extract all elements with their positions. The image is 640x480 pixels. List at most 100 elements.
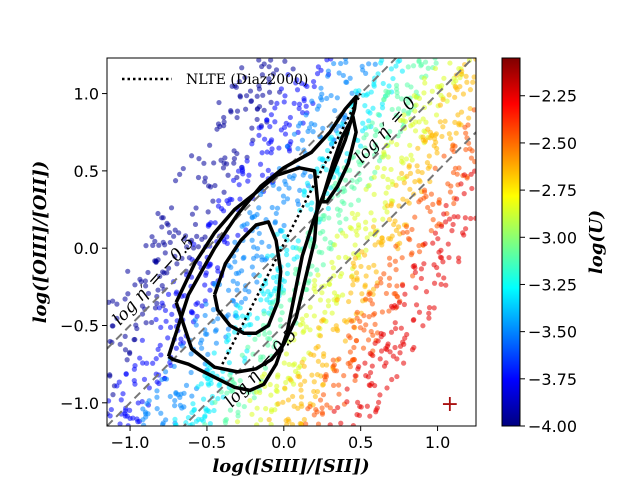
scatter-point	[430, 217, 436, 223]
colorbar-ticks: −4.00 −3.75 −3.50 −3.25 −3.00 −2.75 −2.50 −2.25	[520, 87, 577, 436]
scatter-point	[299, 316, 305, 322]
scatter-point	[464, 79, 470, 85]
scatter-point	[150, 242, 156, 248]
scatter-point	[463, 130, 469, 136]
scatter-point	[258, 417, 264, 423]
scatter-point	[259, 172, 266, 178]
x-tick-label: 0.0	[271, 433, 296, 452]
scatter-point	[203, 301, 209, 307]
scatter-point	[160, 422, 166, 426]
scatter-point	[110, 392, 116, 398]
scatter-point	[424, 160, 431, 166]
scatter-point	[370, 224, 377, 230]
scatter-point	[215, 203, 222, 209]
scatter-point	[261, 136, 268, 142]
scatter-point	[287, 377, 294, 383]
scatter-point	[124, 357, 130, 363]
scatter-point	[392, 258, 398, 264]
scatter-point	[441, 211, 447, 217]
scatter-point	[372, 321, 378, 327]
scatter-point	[434, 84, 441, 90]
scatter-point	[212, 182, 218, 189]
scatter-point	[334, 297, 340, 303]
scatter-point	[275, 401, 281, 407]
scatter-point	[108, 406, 114, 413]
scatter-point	[469, 185, 475, 192]
scatter-point	[431, 305, 437, 311]
scatter-point	[460, 91, 467, 97]
scatter-point	[234, 281, 241, 287]
scatter-point	[299, 137, 306, 143]
scatter-point	[441, 75, 447, 81]
scatter-point	[234, 108, 241, 114]
scatter-point	[122, 333, 128, 339]
scatter-point	[221, 114, 227, 121]
scatter-point	[368, 328, 374, 335]
scatter-point	[311, 83, 317, 90]
scatter-point	[190, 310, 196, 316]
scatter-point	[274, 388, 280, 394]
scatter-point	[439, 83, 445, 89]
scatter-point	[303, 312, 310, 319]
scatter-point	[378, 330, 384, 337]
scatter-point	[441, 153, 447, 159]
scatter-point	[256, 58, 262, 63]
scatter-point	[231, 177, 237, 183]
scatter-point	[372, 340, 378, 346]
scatter-point	[407, 186, 413, 192]
scatter-point	[278, 303, 284, 309]
scatter-point	[386, 275, 393, 281]
scatter-point	[446, 216, 453, 222]
scatter-point	[312, 282, 318, 288]
scatter-point	[195, 300, 201, 306]
scatter-point	[340, 292, 346, 298]
scatter-point	[463, 73, 469, 79]
scatter-point	[188, 237, 195, 243]
scatter-point	[468, 215, 474, 222]
scatter-point	[367, 350, 373, 357]
scatter-point	[281, 222, 287, 229]
scatter-point	[413, 285, 419, 291]
scatter-point	[443, 219, 449, 225]
scatter-point	[338, 420, 344, 426]
scatter-point	[458, 122, 464, 128]
scatter-point	[286, 185, 292, 191]
colorbar-tick-label: −3.25	[528, 275, 577, 294]
scatter-point	[381, 165, 387, 172]
scatter-point	[354, 232, 360, 238]
scatter-point	[440, 124, 446, 130]
scatter-point	[231, 148, 237, 154]
scatter-point	[139, 337, 145, 343]
scatter-point	[360, 120, 366, 126]
scatter-point	[256, 86, 263, 92]
scatter-point	[411, 317, 417, 323]
scatter-point	[425, 126, 431, 132]
scatter-point	[168, 205, 175, 211]
scatter-point	[132, 336, 138, 343]
scatter-point	[392, 344, 398, 351]
scatter-point	[143, 320, 149, 326]
scatter-point	[181, 293, 188, 299]
scatter-point	[366, 124, 372, 130]
scatter-point	[246, 172, 252, 178]
scatter-point	[249, 215, 255, 221]
scatter-point	[388, 303, 395, 309]
scatter-point	[423, 193, 429, 200]
scatter-point	[311, 412, 317, 418]
scatter-point	[159, 224, 165, 230]
scatter-point	[325, 68, 331, 74]
scatter-point	[305, 280, 311, 286]
scatter-point	[268, 137, 275, 143]
scatter-point	[418, 275, 424, 282]
scatter-point	[318, 85, 324, 91]
scatter-point	[443, 282, 449, 288]
scatter-point	[327, 422, 333, 426]
scatter-point	[410, 121, 416, 128]
x-tick-label: −1.0	[111, 433, 150, 452]
scatter-point	[434, 223, 440, 229]
scatter-point	[306, 125, 313, 131]
scatter-point	[378, 348, 385, 354]
scatter-point	[301, 98, 307, 104]
scatter-point	[159, 269, 166, 275]
scatter-point	[409, 250, 415, 256]
